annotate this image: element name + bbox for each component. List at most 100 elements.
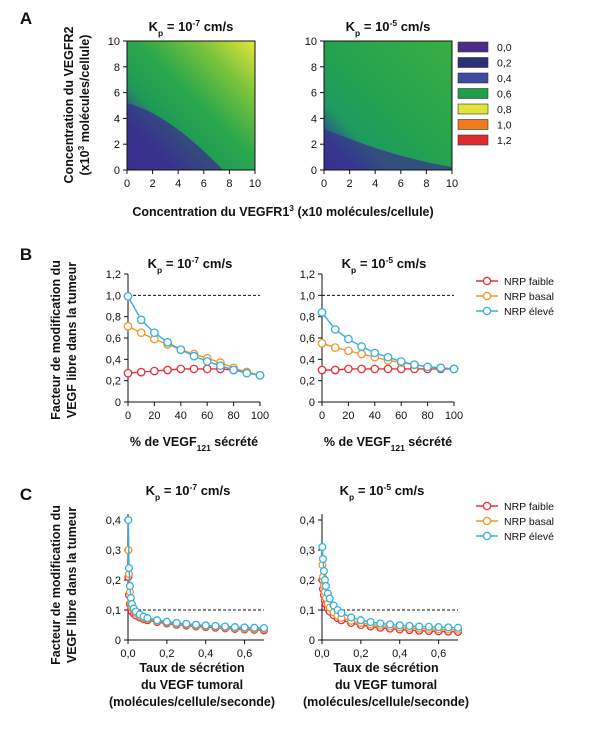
data-point <box>191 620 201 629</box>
y-tick-label: 0,4 <box>300 515 315 527</box>
x-tick-label: 20 <box>148 410 160 422</box>
y-tick-label: 0,6 <box>106 333 121 345</box>
heatmap-low-region <box>324 129 452 170</box>
y-tick-label: 0,4 <box>300 354 315 366</box>
data-point <box>125 581 134 591</box>
data-point <box>436 363 446 373</box>
line-chart-b-title-1-part: = 10 <box>162 256 191 271</box>
line-chart-b-title-2-part: cm/s <box>393 256 426 271</box>
line-chart-c-xlabel-line3: (molécules/cellule/seconde) <box>303 695 469 709</box>
heatmap-low-region <box>127 103 223 170</box>
heatmap-ylabel-line2-part: 3 <box>76 145 86 150</box>
data-point <box>370 364 380 374</box>
legend-label: NRP faible <box>504 276 554 288</box>
line-chart-b-ylabel-line1: Facteur de modification du <box>49 260 63 420</box>
x-tick-label: 6 <box>398 178 404 190</box>
line-chart-c-title-1-part: cm/s <box>197 483 230 498</box>
x-tick-label: 0,6 <box>237 648 252 660</box>
colorbar-swatch <box>457 103 489 115</box>
data-point <box>318 542 327 552</box>
y-tick-label: 0,8 <box>300 312 315 324</box>
colorbar-label: 0,0 <box>497 42 512 54</box>
data-point <box>211 621 220 630</box>
data-point <box>321 581 330 591</box>
data-point <box>136 328 146 338</box>
data-point <box>136 315 146 325</box>
colorbar-label: 0,4 <box>497 73 512 85</box>
legend-marker <box>482 276 492 286</box>
heatmap-title-2-part: K <box>346 19 356 34</box>
data-point <box>255 370 265 380</box>
heatmap-ylabel-line1: Concentration du VEGFR2 <box>62 26 76 183</box>
heatmap-xlabel-part: 3 <box>289 203 294 213</box>
data-point <box>221 622 230 631</box>
x-tick-label: 0,2 <box>353 648 368 660</box>
heatmap-panel-1: Kp = 10-7 cm/s 0 2 4 6 8 10 0 2 4 6 8 10 <box>108 18 261 190</box>
heatmap-title-2-part: cm/s <box>397 19 430 34</box>
colorbar-label: 1,0 <box>497 120 512 132</box>
y-tick-label: 1,0 <box>106 290 121 302</box>
data-point <box>318 554 328 564</box>
data-point <box>143 614 152 623</box>
line-chart-c-ylabel-line1: Facteur de modification du <box>49 505 63 665</box>
y-tick-label: 0 <box>115 397 121 409</box>
y-tick-label: 0,6 <box>300 333 315 345</box>
y-tick-label: 0,4 <box>106 515 121 527</box>
line-chart-c-ylabel-line2-part: VEGF libre dans la tumeur <box>65 507 79 663</box>
line-chart-b-title-2-part: -5 <box>386 255 394 265</box>
line-chart-b-xlabel-1-part: % de VEGF <box>130 435 197 449</box>
x-tick-label: 60 <box>201 410 213 422</box>
y-tick-label: 0,2 <box>106 376 121 388</box>
heatmap-title-2-part: -5 <box>390 18 398 28</box>
heatmap-title-1: Kp = 10-7 cm/s <box>149 18 234 38</box>
y-tick-label: 0,1 <box>106 605 121 617</box>
line-chart-b-xlabel-1-part: sécrété <box>211 435 258 449</box>
data-point <box>410 360 419 370</box>
y-tick-label: 10 <box>108 36 120 48</box>
legend-label: NRP basal <box>504 516 554 528</box>
y-tick-label: 0 <box>311 165 317 177</box>
data-point <box>357 342 366 351</box>
data-point <box>250 623 259 632</box>
y-tick-label: 0,1 <box>300 605 315 617</box>
data-point <box>124 563 134 573</box>
data-point <box>344 364 353 374</box>
data-point <box>163 365 172 375</box>
x-tick-label: 6 <box>201 178 207 190</box>
y-tick-label: 0 <box>309 397 315 409</box>
x-tick-label: 0 <box>319 410 325 422</box>
x-tick-label: 80 <box>227 410 239 422</box>
data-point <box>240 623 249 632</box>
data-point <box>366 617 375 627</box>
legend-label: NRP faible <box>504 501 554 513</box>
line-chart-b-title-2-part: p <box>351 265 356 275</box>
data-point <box>153 616 162 625</box>
heatmap-title-1-part: cm/s <box>200 19 233 34</box>
panel-letter-a: A <box>20 9 32 28</box>
data-point <box>150 328 159 338</box>
x-tick-label: 0 <box>125 410 131 422</box>
heatmap-ylabel-line2-part: molécules/cellule) <box>78 35 92 146</box>
y-tick-label: 6 <box>311 88 317 100</box>
data-point <box>182 619 191 628</box>
data-point <box>201 621 210 630</box>
line-chart-c-title-1-part: p <box>155 492 160 502</box>
x-tick-label: 0,0 <box>120 648 135 660</box>
data-point <box>163 337 172 347</box>
line-chart-b-2: 0 20 40 60 80 100 0 0,2 0,4 0,6 0,8 1,0 1,2 <box>300 269 463 422</box>
x-tick-label: 2 <box>150 178 156 190</box>
data-point <box>453 623 463 632</box>
line-chart-b-ylabel-line2: VEGF libre dans la tumeur <box>65 262 79 418</box>
line-chart-c-title-1: Kp = 10-7 cm/s <box>146 482 231 502</box>
series-line-nrp-élevé <box>127 519 265 629</box>
data-point <box>396 357 406 366</box>
panel-letter-c: C <box>20 485 32 504</box>
y-tick-label: 6 <box>114 88 120 100</box>
data-point <box>405 621 414 630</box>
x-tick-label: 0,0 <box>314 648 329 660</box>
line-chart-c-1: 0,0 0,2 0,4 0,6 0 0,1 0,2 0,3 0,4 <box>106 514 269 660</box>
data-point <box>357 349 366 359</box>
line-chart-c-title-2: Kp = 10-5 cm/s <box>340 482 425 502</box>
y-tick-label: 1,2 <box>300 269 315 281</box>
data-point <box>202 364 212 374</box>
